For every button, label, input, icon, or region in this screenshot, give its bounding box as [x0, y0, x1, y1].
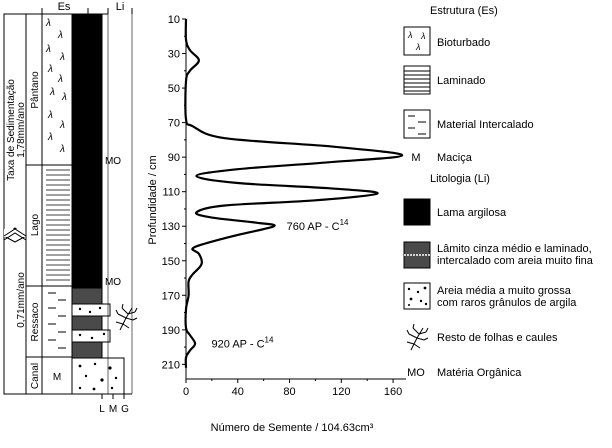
x-tick-label: 120	[332, 386, 350, 398]
legend-bioturbado-label: Bioturbado	[437, 37, 490, 49]
svg-text:λ: λ	[420, 31, 425, 41]
legend-areia: Areia média a muito grossa com raros grâ…	[403, 282, 577, 310]
y-axis-label: Profundidade / cm	[147, 155, 159, 244]
svg-text:λ: λ	[59, 120, 65, 131]
y-tick-label: 190	[162, 325, 180, 337]
svg-text:λ: λ	[45, 44, 51, 55]
svg-text:λ: λ	[57, 30, 63, 41]
svg-text:λ: λ	[47, 110, 53, 121]
rate-lower: 0,71mm/ano	[16, 272, 27, 328]
legend-intercalado: Material Intercalado	[403, 109, 534, 139]
x-tick-label: 40	[232, 386, 244, 398]
header-es: Es	[58, 1, 71, 13]
mo-label-upper: MO	[105, 156, 121, 167]
legend-lama-label: Lama argilosa	[437, 207, 507, 219]
stratigraphic-column: Es Li Taxa de Sedimentação 1,78mm/ano 0,…	[3, 1, 138, 415]
svg-text:λ: λ	[47, 64, 53, 75]
chart-axes: 10 30 50 70 90 110 130 150 170 190 210 0 40 80 120 160	[162, 14, 406, 398]
legend-areia-line2: com raros grânulos de argila	[437, 297, 577, 309]
legend-macica-label: Maciça	[437, 152, 473, 164]
grain-g: G	[121, 404, 129, 415]
legend-lama: Lama argilosa	[403, 198, 507, 226]
legend-intercalado-label: Material Intercalado	[437, 119, 534, 131]
mo-label-lower: MO	[105, 277, 121, 288]
svg-text:λ: λ	[45, 18, 51, 29]
sedimentation-rate-column: Taxa de Sedimentação 1,78mm/ano 0,71mm/a…	[3, 13, 27, 395]
legend-mo-label: Matéria Orgânica	[437, 367, 522, 379]
svg-text:λ: λ	[59, 144, 65, 155]
macica-symbol-column: M	[53, 372, 61, 383]
x-tick-label: 0	[183, 386, 189, 398]
env-canal: Canal	[30, 363, 41, 389]
svg-text:λ: λ	[415, 42, 420, 52]
grain-m: M	[109, 404, 117, 415]
x-axis-label: Número de Semente / 104.63cm³	[211, 422, 374, 434]
rate-upper: 1,78mm/ano	[16, 102, 27, 158]
chart-annotations: 760 AP - C14 920 AP - C14	[212, 218, 350, 350]
svg-text:λ: λ	[47, 132, 53, 143]
svg-text:λ: λ	[49, 87, 55, 98]
svg-text:λ: λ	[61, 92, 67, 103]
legend-estrutura-title: Estrutura (Es)	[430, 5, 498, 17]
env-lago: Lago	[30, 213, 41, 236]
legend-mo-symbol: MO	[407, 367, 425, 379]
seed-count-line	[184, 18, 404, 368]
grain-l: L	[99, 404, 105, 415]
seed-count-chart: Profundidade / cm Número de Semente / 10…	[147, 14, 406, 434]
env-pantano: Pântano	[30, 71, 41, 109]
x-tick-label: 160	[384, 386, 402, 398]
legend-lamito: Lâmito cinza médio e laminado, intercala…	[403, 241, 594, 269]
radiocarbon-date-label: 760 AP - C14	[287, 218, 349, 233]
legend-mo: MO Matéria Orgânica	[407, 367, 522, 379]
lithology-column: MO MO	[71, 13, 133, 395]
legend-folhas: Resto de folhas e caules	[406, 323, 558, 351]
legend-folhas-label: Resto de folhas e caules	[437, 332, 558, 344]
legend-macica-symbol: M	[411, 152, 420, 164]
svg-text:λ: λ	[57, 74, 63, 85]
header-li: Li	[116, 1, 125, 13]
environment-column: Pântano Lago Ressaco Canal	[25, 13, 43, 395]
intercalated-symbols	[48, 292, 66, 349]
legend-lamito-line1: Lâmito cinza médio e laminado,	[437, 243, 592, 255]
legend-laminado-label: Laminado	[437, 75, 485, 87]
lamination-symbols	[46, 169, 70, 281]
y-tick-label: 170	[162, 290, 180, 302]
sedimentation-title: Taxa de Sedimentação	[6, 79, 17, 181]
legend-litologia-title: Litologia (Li)	[430, 173, 490, 185]
svg-text:λ: λ	[407, 30, 412, 40]
y-tick-label: 30	[168, 49, 180, 61]
legend-bioturbado: λ λ λ Bioturbado	[403, 26, 490, 56]
svg-text:λ: λ	[59, 52, 65, 63]
y-tick-label: 110	[162, 187, 180, 199]
leaf-fossil-icon	[115, 303, 138, 331]
y-tick-label: 70	[168, 118, 180, 130]
legend-lamito-line2: intercalado com areia muito fina	[437, 255, 594, 267]
y-tick-label: 130	[162, 221, 180, 233]
legend-laminado: Laminado	[403, 65, 485, 95]
env-ressaco: Ressaco	[30, 302, 41, 341]
radiocarbon-date-label: 920 AP - C14	[212, 336, 274, 351]
leaf-icon	[406, 323, 429, 351]
y-tick-label: 210	[162, 359, 180, 371]
legend: Estrutura (Es) λ λ λ Bioturbado Laminado…	[403, 5, 594, 379]
x-tick-label: 80	[283, 386, 295, 398]
legend-areia-line1: Areia média a muito grossa	[437, 285, 572, 297]
y-tick-label: 90	[168, 152, 180, 164]
y-tick-label: 150	[162, 256, 180, 268]
y-tick-label: 10	[168, 14, 180, 26]
legend-macica: M Maciça	[411, 152, 472, 164]
y-tick-label: 50	[168, 83, 180, 95]
